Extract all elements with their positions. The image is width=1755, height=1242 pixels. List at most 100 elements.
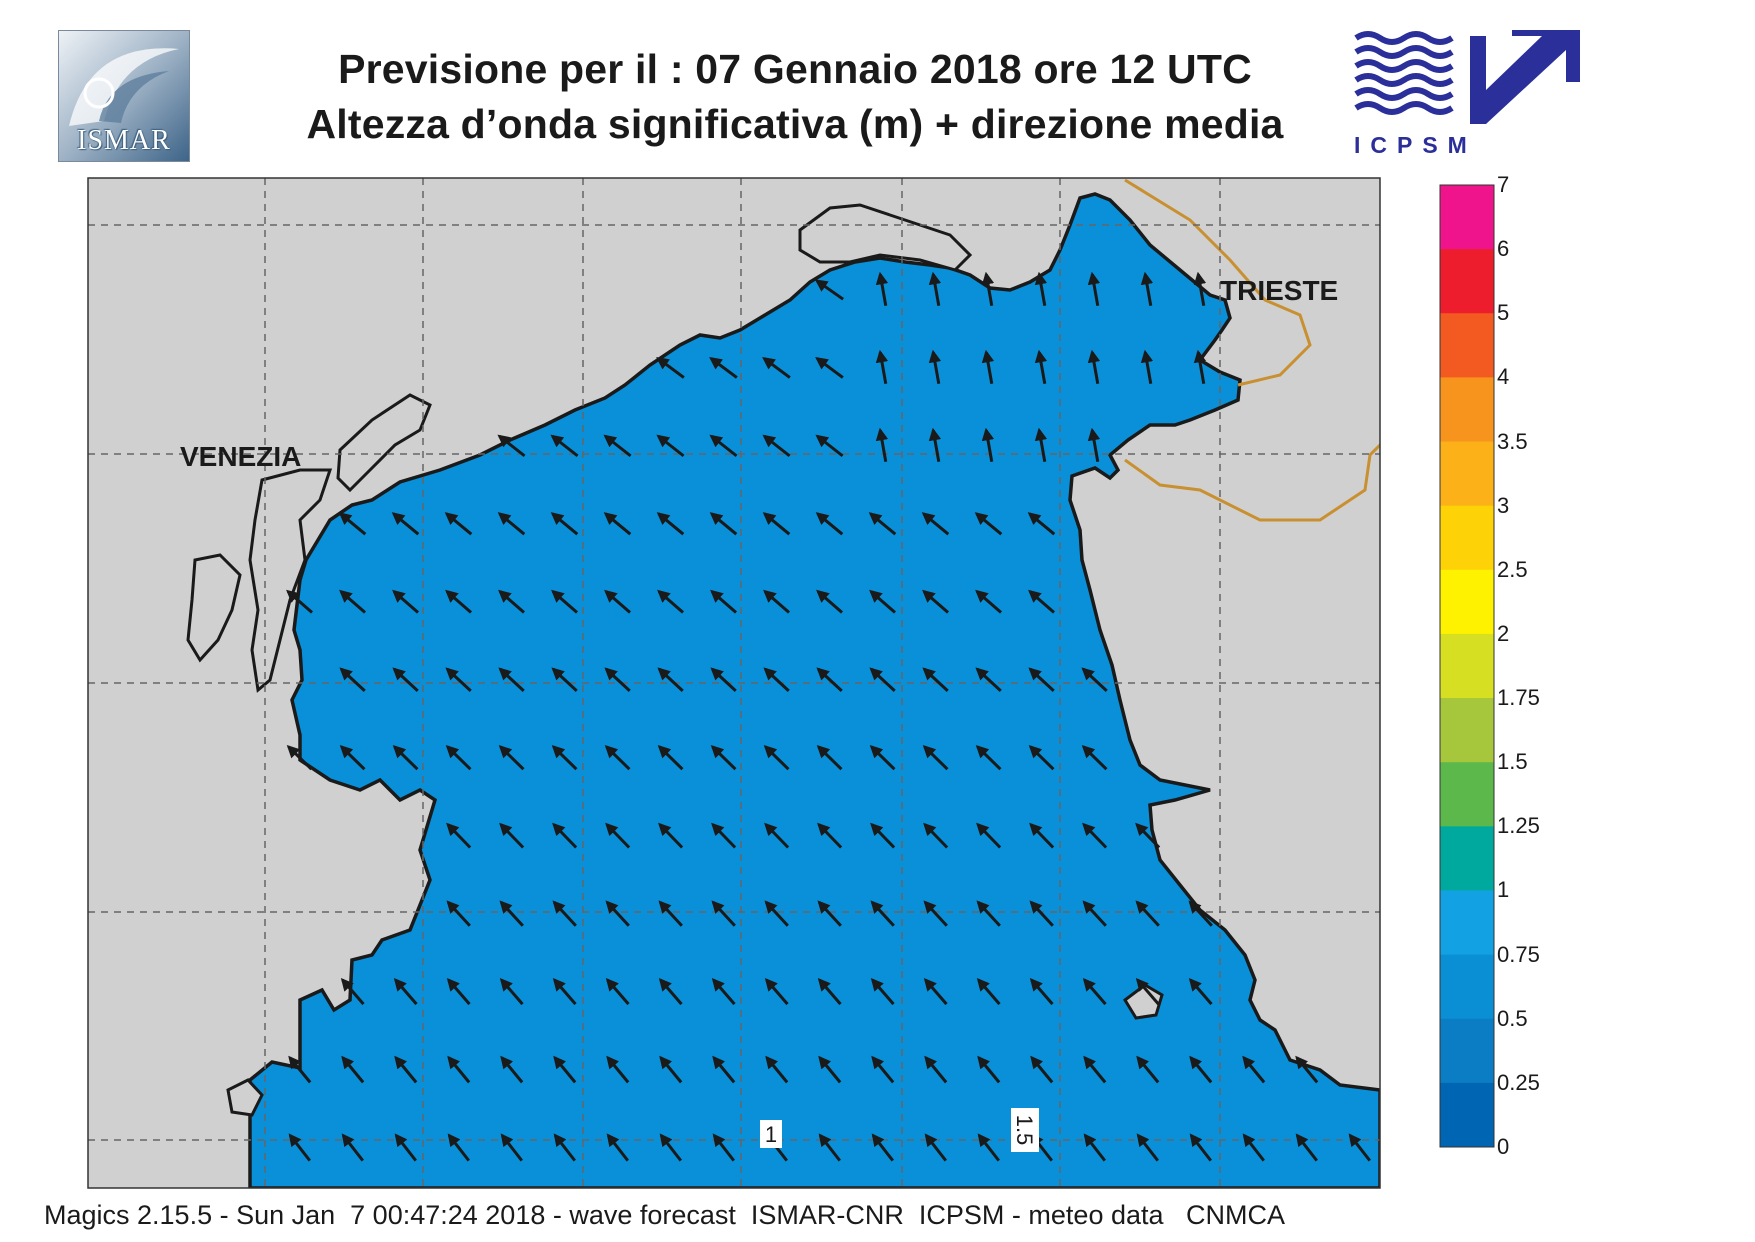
wave-direction-arrow bbox=[974, 512, 1003, 536]
wave-direction-arrow bbox=[1029, 822, 1055, 849]
wave-direction-arrow bbox=[500, 1055, 524, 1084]
wave-direction-arrow bbox=[815, 356, 844, 379]
color-scale-label: 3.5 bbox=[1497, 428, 1528, 454]
forecast-title: Previsione per il : 07 Gennaio 2018 ore … bbox=[338, 46, 1252, 92]
color-scale-label: 0.75 bbox=[1497, 941, 1540, 967]
wave-direction-arrow bbox=[1193, 271, 1207, 307]
wave-direction-arrow bbox=[764, 900, 789, 927]
wave-direction-arrow bbox=[659, 1133, 682, 1162]
wave-direction-arrow bbox=[657, 667, 684, 692]
icpsm-logo: ICPSM bbox=[1352, 28, 1582, 163]
map-frame bbox=[87, 177, 1381, 1189]
city-label-venezia: VENEZIA bbox=[180, 441, 301, 472]
wave-direction-arrow bbox=[341, 1133, 364, 1162]
wave-direction-arrow bbox=[710, 667, 737, 692]
wave-direction-arrow bbox=[875, 349, 889, 385]
wave-direction-arrow bbox=[1030, 1055, 1054, 1084]
wave-direction-arrow bbox=[817, 978, 842, 1006]
color-scale-band bbox=[1440, 249, 1494, 314]
wave-direction-arrow bbox=[818, 1055, 842, 1084]
wave-direction-arrow bbox=[551, 667, 578, 692]
color-scale-band bbox=[1440, 505, 1494, 571]
contour-label-1.5: 1.5 bbox=[1011, 1108, 1039, 1152]
wave-direction-arrow bbox=[550, 512, 579, 536]
ismar-logo: ISMAR bbox=[58, 30, 190, 162]
wave-direction-arrow bbox=[762, 356, 791, 379]
wave-direction-arrow bbox=[605, 822, 631, 849]
wave-direction-arrow bbox=[1028, 667, 1055, 692]
wave-direction-arrow bbox=[603, 512, 632, 536]
wave-direction-arrow bbox=[605, 900, 630, 927]
wave-direction-arrow bbox=[818, 1133, 841, 1162]
wave-direction-arrow bbox=[868, 512, 897, 536]
wave-direction-arrow bbox=[340, 978, 365, 1006]
wave-direction-arrow bbox=[875, 271, 889, 307]
icpsm-logo-text: ICPSM bbox=[1354, 132, 1477, 158]
wave-direction-arrow bbox=[446, 900, 471, 927]
wave-direction-arrow bbox=[815, 512, 844, 536]
ismar-logo-icon bbox=[59, 31, 189, 161]
wave-direction-arrow bbox=[763, 745, 790, 771]
wave-direction-arrow bbox=[981, 271, 995, 307]
wave-direction-arrow bbox=[765, 1055, 789, 1084]
color-scale-label: 1.25 bbox=[1497, 813, 1540, 839]
color-scale-band bbox=[1440, 698, 1494, 763]
wave-direction-arrow bbox=[816, 589, 844, 614]
wave-direction-arrow bbox=[552, 900, 577, 927]
wave-direction-arrow bbox=[870, 822, 896, 849]
wave-direction-arrow bbox=[1082, 978, 1107, 1006]
wave-direction-arrow bbox=[1081, 667, 1108, 692]
wave-direction-arrow bbox=[709, 356, 738, 379]
wave-direction-arrow bbox=[604, 745, 631, 771]
wave-direction-arrow bbox=[981, 427, 995, 463]
forecast-subtitle: Altezza d’onda significativa (m) + direz… bbox=[306, 101, 1284, 147]
wave-direction-arrow bbox=[656, 434, 685, 458]
wave-direction-arrow bbox=[1029, 900, 1054, 927]
wave-direction-arrow bbox=[976, 822, 1002, 849]
color-scale-band bbox=[1440, 633, 1494, 699]
wave-direction-arrow bbox=[551, 589, 579, 614]
wave-direction-arrow bbox=[286, 589, 314, 614]
wave-direction-arrow bbox=[924, 1133, 947, 1162]
wave-direction-arrow bbox=[921, 512, 950, 536]
wave-direction-arrow bbox=[288, 1133, 311, 1162]
wave-direction-arrow bbox=[445, 589, 473, 614]
wave-direction-arrow bbox=[1140, 271, 1154, 307]
color-scale-label: 0 bbox=[1497, 1134, 1510, 1159]
wave-direction-arrow bbox=[605, 978, 630, 1006]
wave-direction-arrow bbox=[288, 1055, 312, 1084]
wave-direction-arrow bbox=[1140, 349, 1154, 385]
wave-direction-arrow bbox=[499, 978, 524, 1006]
wave-direction-arrow bbox=[975, 589, 1003, 614]
wave-direction-arrow bbox=[658, 822, 684, 849]
wave-direction-arrow bbox=[604, 667, 631, 692]
wave-direction-arrow bbox=[446, 822, 472, 849]
wave-direction-arrow bbox=[1295, 1055, 1319, 1084]
svg-text:1: 1 bbox=[765, 1122, 777, 1147]
wave-direction-arrow bbox=[923, 978, 948, 1006]
wave-direction-arrow bbox=[870, 978, 895, 1006]
city-label-trieste: TRIESTE bbox=[1220, 275, 1338, 306]
wave-direction-arrow bbox=[445, 745, 472, 771]
wave-direction-arrow bbox=[391, 512, 420, 536]
state-border bbox=[1124, 178, 1380, 522]
wave-direction-arrow bbox=[393, 978, 418, 1006]
wave-direction-arrow bbox=[709, 512, 738, 536]
icpsm-logo-icon bbox=[1354, 30, 1580, 124]
wave-direction-arrow bbox=[1082, 822, 1108, 849]
wave-direction-arrow bbox=[764, 978, 789, 1006]
wave-direction-arrow bbox=[871, 1133, 894, 1162]
wave-direction-arrow bbox=[928, 271, 942, 307]
wave-direction-arrow bbox=[1034, 271, 1048, 307]
wave-direction-arrow bbox=[710, 745, 737, 771]
wave-direction-arrow bbox=[712, 1055, 736, 1084]
wave-direction-arrow bbox=[1242, 1055, 1266, 1084]
wave-direction-arrow bbox=[447, 1055, 471, 1084]
color-scale-label: 2.5 bbox=[1497, 556, 1528, 582]
color-scale-label: 6 bbox=[1497, 236, 1510, 262]
wave-direction-arrow bbox=[922, 667, 949, 692]
color-scale-label: 4 bbox=[1497, 364, 1510, 390]
wave-direction-arrow bbox=[658, 978, 683, 1006]
wave-direction-arrow bbox=[1028, 745, 1055, 771]
